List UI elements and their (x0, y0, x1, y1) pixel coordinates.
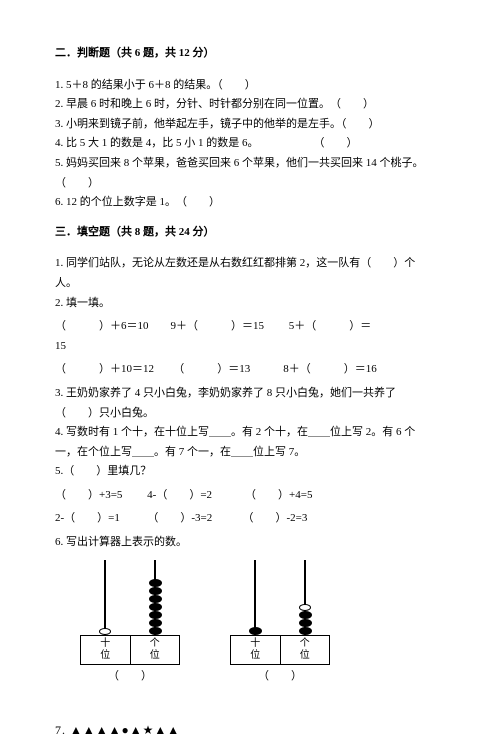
bead-dark (149, 603, 162, 611)
q3-5-r1c: （ ）+4=5 (245, 489, 312, 501)
q3-4a: 4. 写数时有 1 个十，在十位上写＿＿。有 2 个十，在＿＿位上写 2。有 6… (55, 424, 445, 442)
bead-dark (149, 611, 162, 619)
q3-6: 6. 写出计算器上表示的数。 (55, 534, 445, 552)
abacus1-result: （ ） (80, 668, 180, 686)
abacus1-tens-rod (104, 560, 106, 635)
q3-3b: （ ）只小白兔。 (55, 405, 445, 423)
abacus1-tens-label: 十 位 (81, 636, 131, 664)
bead-dark (299, 627, 312, 635)
abacus2-ones-rod (304, 560, 306, 635)
q3-1a: 1. 同学们站队，无论从左数还是从右数红红都排第 2，这一队有（ ）个 (55, 255, 445, 273)
bead-dark (149, 587, 162, 595)
q3-2-row2: （ ）＋10＝12 （ ）＝13 8＋（ ）＝16 (55, 361, 445, 379)
q3-5-r2b: （ ）-3=2 (147, 512, 212, 524)
q2-5b: （ ） (55, 175, 445, 193)
q3-5-r2a: 2-（ ）=1 (55, 512, 120, 524)
q3-5-r1b: 4-（ ）=2 (147, 489, 212, 501)
q3-2: 2. 填一填。 (55, 295, 445, 313)
tens-char2b: 位 (250, 650, 260, 662)
q2-4: 4. 比 5 大 1 的数是 4，比 5 小 1 的数是 6。 （ ） (55, 135, 445, 153)
q3-2-row1: （ ）＋6＝10 9＋（ ）＝15 5＋（ ）＝ (55, 318, 445, 336)
abacus-1: 十 位 个 位 （ ） (80, 560, 180, 686)
abacus2-result: （ ） (230, 668, 330, 686)
tens-char2: 位 (100, 650, 110, 662)
q2-1: 1. 5＋8 的结果小于 6＋8 的结果。（ ） (55, 77, 445, 95)
q3-5-r2c: （ ）-2=3 (243, 512, 308, 524)
abacus2-tens-label: 十 位 (231, 636, 281, 664)
q3-5-r1a: （ ）+3=5 (55, 489, 122, 501)
tens-char1: 十 (100, 638, 110, 650)
q2-2: 2. 早晨 6 时和晚上 6 时，分针、时针都分别在同一位置。 （ ） (55, 96, 445, 114)
ones-char1b: 个 (300, 638, 310, 650)
q3-5: 5.（ ）里填几？ (55, 463, 445, 481)
q3-5-row2: 2-（ ）=1 （ ）-3=2 （ ）-2=3 (55, 510, 445, 528)
abacus-2: 十 位 个 位 （ ） (230, 560, 330, 686)
bead-dark (299, 611, 312, 619)
ones-char1: 个 (150, 638, 160, 650)
q3-2-r2c: 8＋（ ）＝16 (283, 363, 377, 375)
abacus2-ones-label: 个 位 (281, 636, 330, 664)
bead-dark (149, 619, 162, 627)
q2-5a: 5. 妈妈买回来 8 个苹果，爸爸买回来 6 个苹果，他们一共买回来 14 个桃… (55, 155, 445, 173)
q3-4b: 一，在个位上写＿＿。有 7 个一，在＿＿位上写 7。 (55, 444, 445, 462)
abacus1-ones-label: 个 位 (131, 636, 180, 664)
bead-dark (299, 619, 312, 627)
section2-title: 二．判断题（共 6 题，共 12 分） (55, 45, 445, 63)
q2-6: 6. 12 的个位上数字是 1。 （ ） (55, 194, 445, 212)
q3-2-r2a: （ ）＋10＝12 (55, 363, 154, 375)
ones-char2b: 位 (300, 650, 310, 662)
q2-3: 3. 小明来到镜子前，他举起左手，镜子中的他举的是左手。（ ） (55, 116, 445, 134)
bead-dark (249, 627, 262, 635)
abacus1-ones-rod (154, 560, 156, 635)
q3-1b: 人。 (55, 275, 445, 293)
abacus-container: 十 位 个 位 （ ） 十 位 个 位 （ ） (55, 560, 445, 686)
tens-char1b: 十 (250, 638, 260, 650)
bead-dark (149, 627, 162, 635)
section3-title: 三．填空题（共 8 题，共 24 分） (55, 224, 445, 242)
q3-2-r2b: （ ）＝13 (173, 363, 250, 375)
q3-2-r1c: 5＋（ ）＝ (289, 320, 372, 332)
q3-5-row1: （ ）+3=5 4-（ ）=2 （ ）+4=5 (55, 487, 445, 505)
ones-char2: 位 (150, 650, 160, 662)
bead-dark (149, 579, 162, 587)
bead-light (299, 604, 311, 611)
abacus2-tens-rod (254, 560, 256, 635)
bead-light (99, 628, 111, 635)
bead-dark (149, 595, 162, 603)
q3-7: 7. ▲▲▲▲●▲★▲▲ (55, 721, 445, 740)
q3-2-r1a: （ ）＋6＝10 (55, 320, 149, 332)
q3-2-r1b: 9＋（ ）＝15 (171, 320, 265, 332)
q3-2-r1d: 15 (55, 338, 445, 356)
q3-3a: 3. 王奶奶家养了 4 只小白兔，李奶奶家养了 8 只小白兔，她们一共养了 (55, 385, 445, 403)
